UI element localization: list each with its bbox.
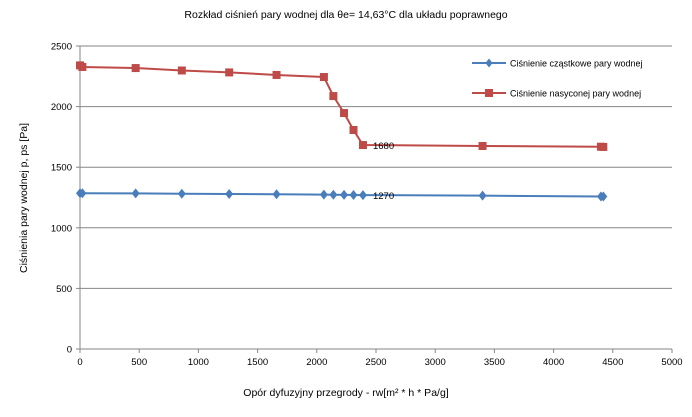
data-point-square	[358, 141, 367, 150]
y-tick-label: 500	[56, 284, 72, 295]
x-tick-label: 2000	[306, 357, 327, 368]
data-point-diamond	[329, 189, 338, 200]
x-tick-label: 3000	[425, 357, 446, 368]
data-point-diamond	[177, 188, 186, 199]
data-point-square	[319, 73, 328, 82]
x-tick-label: 1500	[247, 357, 268, 368]
y-axis-label: Ciśnienia pary wodnej p, ps [Pa]	[18, 123, 30, 273]
data-point-diamond	[319, 189, 328, 200]
x-tick-label: 2500	[365, 357, 386, 368]
data-point-square	[599, 142, 608, 151]
data-point-diamond	[358, 190, 367, 201]
x-tick-label: 1000	[188, 357, 209, 368]
legend-label: Ciśnienie nasyconej pary wodnej	[510, 89, 641, 99]
data-point-diamond	[485, 58, 493, 68]
data-point-square	[485, 89, 493, 97]
data-label: 1680	[373, 141, 394, 152]
series-1: 1270	[76, 188, 608, 202]
data-point-square	[349, 125, 358, 134]
x-tick-label: 4000	[543, 357, 564, 368]
legend: Ciśnienie cząstkowe pary wodnej Ciśnienie…	[472, 58, 643, 99]
data-point-diamond	[340, 189, 349, 200]
data-point-square	[225, 68, 234, 77]
data-point-diamond	[225, 188, 234, 199]
data-point-diamond	[131, 188, 140, 199]
x-tick-label: 0	[77, 357, 82, 368]
y-tick-label: 2500	[51, 42, 72, 53]
y-tick-label: 2000	[51, 102, 72, 113]
y-tick-label: 1500	[51, 163, 72, 174]
x-tick-label: 4500	[602, 357, 623, 368]
series-2: 1680	[76, 61, 608, 152]
data-point-square	[329, 92, 338, 101]
data-point-square	[131, 64, 140, 73]
data-point-diamond	[78, 188, 87, 199]
series-line	[79, 64, 604, 148]
data-point-square	[78, 62, 87, 71]
x-tick-label: 3500	[484, 357, 505, 368]
x-tick-label: 5000	[661, 357, 682, 368]
data-point-diamond	[599, 191, 608, 202]
y-tick-label: 1000	[51, 223, 72, 234]
legend-label: Ciśnienie cząstkowe pary wodnej	[510, 59, 643, 69]
chart-title: Rozkład ciśnień pary wodnej dla θe= 14,6…	[184, 9, 507, 21]
data-point-square	[272, 70, 281, 79]
data-point-square	[478, 141, 487, 150]
data-point-square	[340, 109, 349, 118]
data-point-diamond	[478, 190, 487, 201]
y-tick-label: 0	[67, 345, 72, 356]
series-line	[80, 192, 604, 198]
data-label: 1270	[373, 191, 394, 202]
data-point-diamond	[272, 189, 281, 200]
data-point-square	[177, 66, 186, 75]
data-point-diamond	[349, 189, 358, 200]
x-tick-label: 500	[131, 357, 147, 368]
x-axis-label: Opór dyfuzyjny przegrody - rw[m² * h * P…	[243, 387, 448, 399]
